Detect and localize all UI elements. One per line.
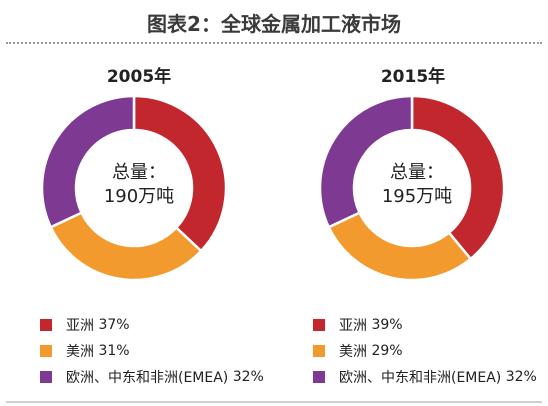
slice-emea <box>318 94 414 229</box>
total-label: 总量： <box>390 162 444 183</box>
slice-americas <box>327 211 473 282</box>
legend-2015: 亚洲 39% 美洲 29% 欧洲、中东和非洲(EMEA) 32% <box>313 312 537 390</box>
legend-value-asia: 39% <box>371 317 403 333</box>
legend-swatch-emea <box>40 371 52 383</box>
legend-label-americas: 美洲 <box>339 344 367 360</box>
legend-swatch-asia <box>313 319 325 331</box>
legend-value-emea: 32% <box>232 369 264 385</box>
legend-label-americas: 美洲 <box>66 344 94 360</box>
slice-americas <box>49 211 203 282</box>
donut-2015 <box>318 94 506 282</box>
legend-label-asia: 亚洲 <box>339 318 367 334</box>
legend-item-americas: 美洲 29% <box>313 338 537 364</box>
legend-item-emea: 欧洲、中东和非洲(EMEA) 32% <box>40 364 264 390</box>
slice-asia <box>410 94 506 261</box>
chart-2005-title: 2005年 <box>106 67 172 87</box>
legend-value-emea: 32% <box>505 369 537 385</box>
slice-asia <box>132 94 228 253</box>
legend-swatch-americas <box>40 345 52 357</box>
legend-value-americas: 31% <box>98 343 130 359</box>
legend-value-asia: 37% <box>98 317 130 333</box>
total-value: 195万吨 <box>381 186 453 207</box>
legend-item-asia: 亚洲 39% <box>313 312 537 338</box>
legend-label-asia: 亚洲 <box>66 318 94 334</box>
legend-label-emea: 欧洲、中东和非洲(EMEA) <box>339 370 502 386</box>
donut-2005 <box>40 94 228 282</box>
legend-swatch-americas <box>313 345 325 357</box>
total-value: 190万吨 <box>103 186 175 207</box>
legend-swatch-asia <box>40 319 52 331</box>
chart-title: 图表2：全球金属加工液市场 <box>147 12 401 36</box>
legend-item-americas: 美洲 31% <box>40 338 264 364</box>
total-label: 总量： <box>112 162 166 183</box>
total-2005: 总量： 190万吨 <box>59 161 219 209</box>
total-2015: 总量： 195万吨 <box>337 161 497 209</box>
legend-2005: 亚洲 37% 美洲 31% 欧洲、中东和非洲(EMEA) 32% <box>40 312 264 390</box>
chart-2015-title: 2015年 <box>380 67 446 87</box>
legend-value-americas: 29% <box>371 343 403 359</box>
legend-item-asia: 亚洲 37% <box>40 312 264 338</box>
bottom-rule <box>6 401 542 403</box>
title-divider <box>6 42 542 44</box>
slice-emea <box>40 94 136 229</box>
legend-label-emea: 欧洲、中东和非洲(EMEA) <box>66 370 229 386</box>
legend-item-emea: 欧洲、中东和非洲(EMEA) 32% <box>313 364 537 390</box>
legend-swatch-emea <box>313 371 325 383</box>
